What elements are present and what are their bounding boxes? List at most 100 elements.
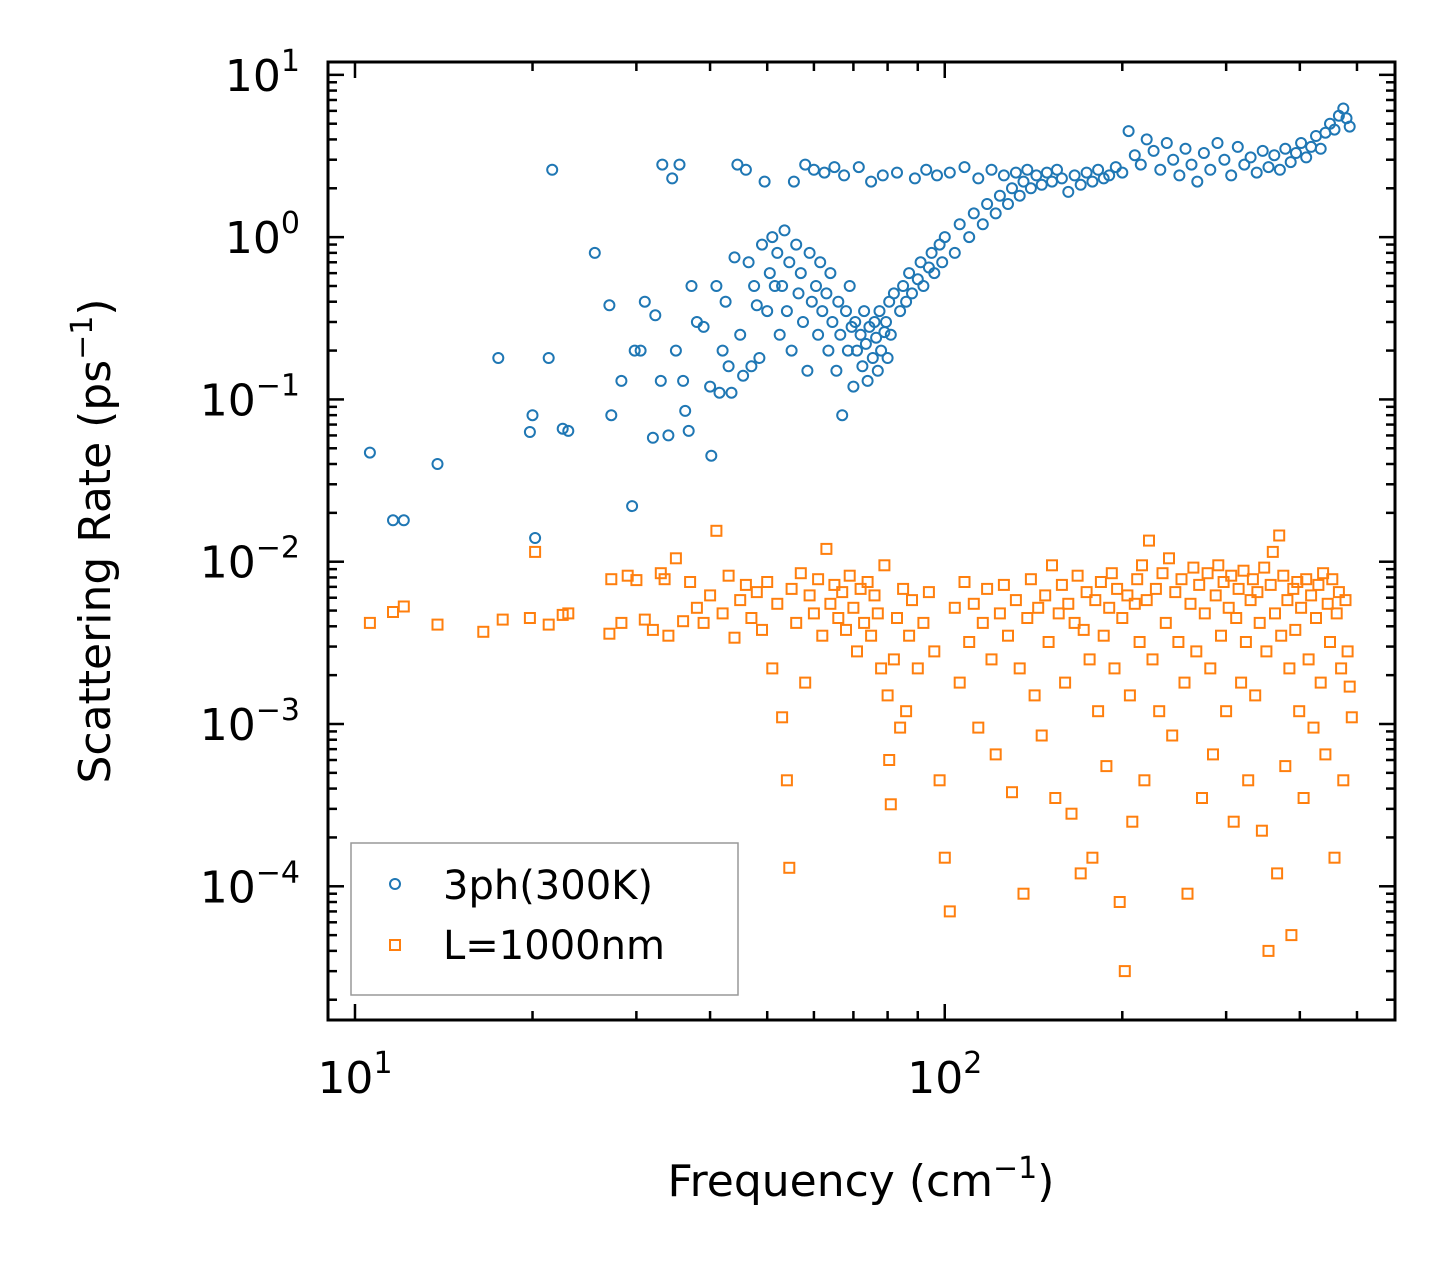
data-point [985, 653, 998, 666]
data-point [792, 287, 805, 300]
data-point [794, 267, 807, 280]
data-point [1116, 166, 1129, 179]
data-point [854, 582, 867, 595]
data-point [1277, 569, 1290, 582]
data-point [1021, 163, 1034, 176]
data-point [1237, 564, 1250, 577]
data-point [1339, 594, 1352, 607]
data-point [928, 267, 941, 280]
data-point [542, 352, 555, 364]
data-point [1268, 149, 1281, 162]
data-point [397, 514, 410, 527]
data-point [716, 607, 729, 620]
data-point [993, 189, 1006, 202]
data-point [1013, 189, 1026, 202]
data-point [719, 295, 732, 308]
data-point [1159, 616, 1172, 629]
data-point [716, 344, 729, 357]
data-point [931, 169, 943, 182]
data-point [814, 256, 827, 269]
data-point [1215, 629, 1227, 642]
data-point [739, 163, 752, 176]
data-point [1169, 586, 1182, 599]
data-point [1312, 578, 1325, 591]
data-point [840, 623, 852, 636]
data-point [1293, 705, 1306, 718]
data-point [856, 360, 869, 373]
data-point [1153, 705, 1166, 718]
plot-frame [326, 60, 1397, 1022]
data-point [1046, 559, 1058, 572]
series-layer [363, 102, 1358, 978]
data-point [1118, 965, 1131, 978]
data-point [997, 578, 1010, 591]
data-point [761, 576, 774, 588]
data-point [838, 169, 851, 182]
data-point [894, 721, 907, 734]
data-point [562, 607, 575, 620]
data-point [713, 386, 726, 399]
data-point [763, 267, 776, 280]
data-point [914, 256, 927, 269]
data-point [805, 295, 818, 308]
data-point [588, 246, 601, 259]
data-point [728, 631, 741, 644]
y-axis-title-end: ) [70, 298, 121, 315]
data-point [859, 337, 872, 350]
data-point [953, 676, 966, 689]
data-point [523, 426, 536, 438]
data-point [836, 409, 849, 422]
data-point [958, 576, 971, 588]
data-point [1062, 597, 1075, 610]
data-point [1133, 636, 1146, 648]
data-point [1002, 198, 1014, 210]
data-point [1006, 786, 1018, 799]
data-point [1185, 158, 1198, 171]
data-point [1337, 774, 1350, 787]
tick-label-layer: 101 102 101 100 10−1 10−2 10−3 10−4 [200, 44, 983, 1104]
data-point [773, 328, 786, 341]
data-point [1138, 774, 1151, 787]
data-point [852, 161, 865, 174]
data-point [1156, 567, 1169, 580]
data-point [1239, 636, 1252, 648]
data-point [1279, 142, 1292, 155]
data-point [542, 618, 555, 631]
data-point [1024, 573, 1037, 586]
data-point [728, 251, 741, 264]
data-point [928, 645, 941, 658]
data-point [997, 169, 1010, 182]
data-point [397, 600, 410, 613]
data-point [1196, 792, 1208, 804]
data-point [1086, 851, 1099, 864]
data-point [768, 280, 781, 292]
data-point [1116, 612, 1129, 624]
data-point [1140, 133, 1153, 146]
data-point [1250, 166, 1263, 179]
data-point [654, 374, 667, 387]
y-tick-label: 100 [225, 206, 300, 264]
data-point [828, 161, 841, 174]
data-point [1284, 156, 1297, 169]
data-point [677, 374, 690, 387]
data-point [363, 446, 376, 459]
data-point [1077, 623, 1090, 636]
data-point [704, 589, 717, 602]
data-point [710, 524, 723, 537]
data-point [766, 231, 779, 244]
data-point [1062, 185, 1075, 198]
data-point [903, 267, 916, 280]
data-point [1260, 645, 1273, 658]
data-point [812, 573, 825, 586]
data-point [1028, 689, 1041, 702]
data-point [431, 458, 444, 470]
data-point [1006, 182, 1018, 195]
data-point [903, 629, 916, 642]
data-point [822, 344, 835, 357]
data-point [1002, 629, 1014, 642]
data-point [1193, 578, 1206, 591]
data-point [1262, 161, 1275, 174]
data-point [906, 287, 918, 300]
data-point [1105, 567, 1118, 580]
data-point [884, 798, 897, 811]
